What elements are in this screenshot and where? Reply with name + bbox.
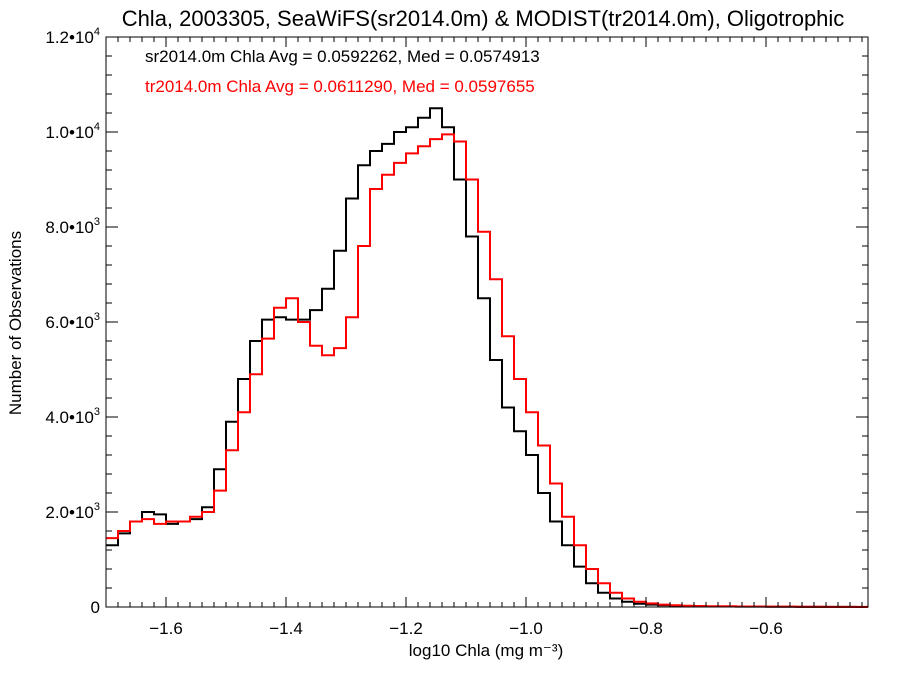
x-tick-label: −0.8	[629, 619, 663, 638]
y-axis: 0 2.0•103 4.0•103 6.0•103 8.0•103 1.0•104 1.2•…	[45, 26, 868, 617]
series-line-tr2014	[106, 133, 868, 608]
y-tick-label: 6.0•103	[45, 311, 100, 332]
annotation-tr-stats: tr2014.0m Chla Avg = 0.0611290, Med = 0.…	[145, 77, 535, 96]
x-tick-label: −1.6	[149, 619, 183, 638]
y-tick-label: 1.2•104	[45, 26, 100, 47]
y-tick-label: 4.0•103	[45, 406, 100, 427]
series-group	[106, 107, 868, 608]
y-tick-label: 0	[91, 598, 100, 617]
y-axis-label: Number of Observations	[6, 231, 25, 415]
x-tick-label: −1.4	[269, 619, 303, 638]
x-tick-label: −1.0	[509, 619, 543, 638]
annotation-sr-stats: sr2014.0m Chla Avg = 0.0592262, Med = 0.…	[145, 47, 540, 66]
x-axis-label: log10 Chla (mg m⁻³)	[409, 641, 563, 660]
plot-frame	[105, 36, 869, 608]
y-tick-label: 8.0•103	[45, 216, 100, 237]
series-line-sr2014	[106, 107, 868, 608]
chart-title: Chla, 2003305, SeaWiFS(sr2014.0m) & MODI…	[122, 6, 845, 31]
x-tick-label: −1.2	[389, 619, 423, 638]
y-tick-label: 2.0•103	[45, 501, 100, 522]
x-tick-label: −0.6	[749, 619, 783, 638]
x-axis: −1.6 −1.4 −1.2 −1.0 −0.8 −0.6	[117, 37, 863, 638]
y-tick-label: 1.0•104	[45, 121, 100, 142]
